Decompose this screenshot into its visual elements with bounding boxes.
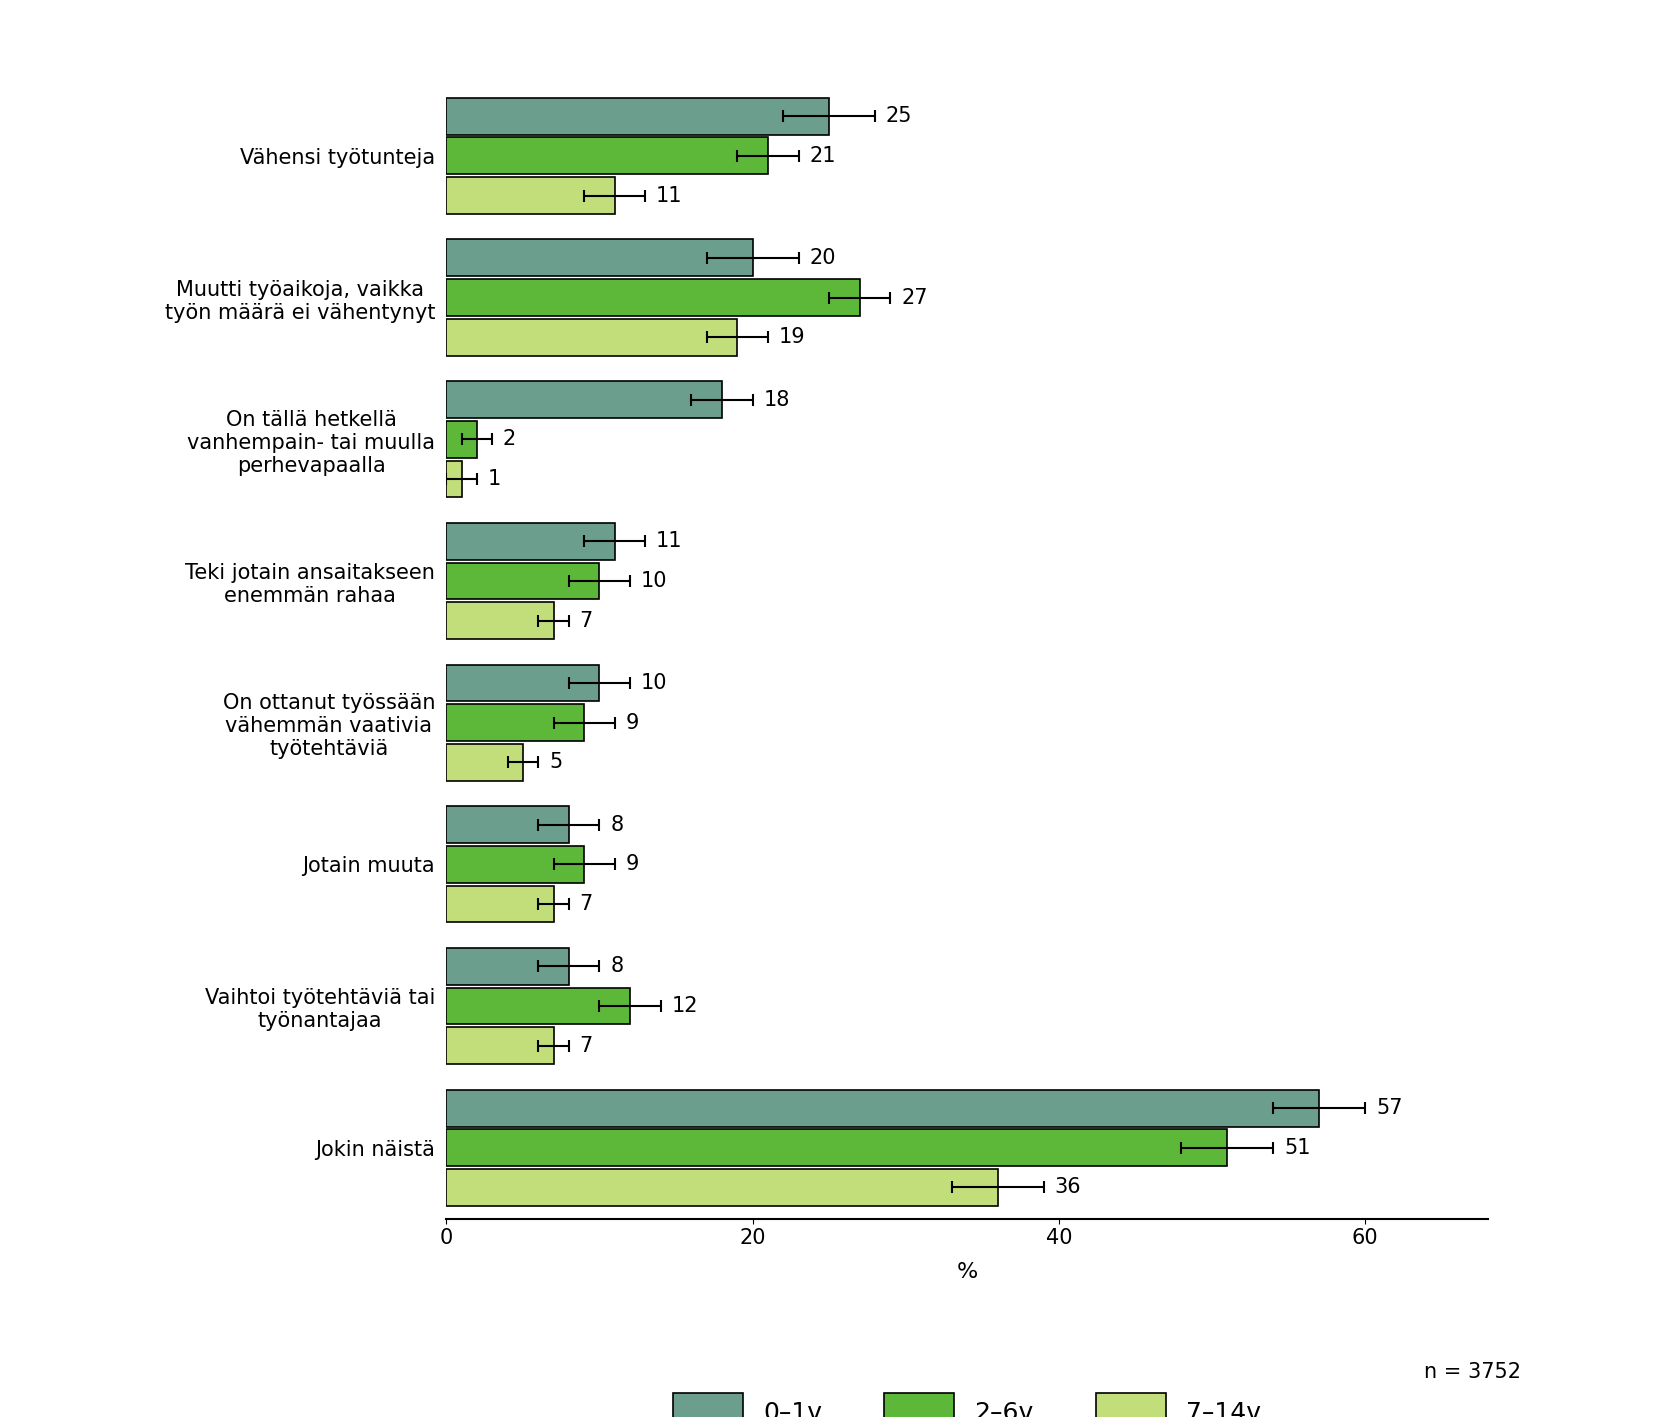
Text: 25: 25 <box>886 106 912 126</box>
Text: 11: 11 <box>656 186 683 205</box>
Text: 36: 36 <box>1055 1178 1081 1197</box>
Bar <box>446 665 600 701</box>
Bar <box>446 948 569 985</box>
Text: 8: 8 <box>610 956 623 976</box>
X-axis label: %: % <box>957 1263 977 1282</box>
Bar <box>446 239 752 276</box>
Bar <box>446 137 769 174</box>
Text: 10: 10 <box>641 571 668 591</box>
Text: 57: 57 <box>1375 1098 1402 1118</box>
Text: 18: 18 <box>764 390 790 410</box>
Bar <box>446 602 554 639</box>
Bar <box>446 177 615 214</box>
Text: 7: 7 <box>580 894 593 914</box>
Bar <box>446 846 584 883</box>
Bar <box>446 421 478 458</box>
Text: 20: 20 <box>810 248 836 268</box>
Bar <box>446 1169 998 1206</box>
Bar <box>446 1129 1228 1166</box>
Bar <box>446 279 860 316</box>
Bar <box>446 806 569 843</box>
Text: 21: 21 <box>810 146 836 166</box>
Text: 9: 9 <box>625 854 638 874</box>
Text: 1: 1 <box>488 469 501 489</box>
Text: 19: 19 <box>779 327 805 347</box>
Text: 12: 12 <box>671 996 698 1016</box>
Bar <box>446 461 461 497</box>
Bar <box>446 1090 1319 1127</box>
Bar <box>446 744 522 781</box>
Text: n = 3752: n = 3752 <box>1423 1362 1521 1382</box>
Bar <box>446 1027 554 1064</box>
Bar <box>446 523 615 560</box>
Text: 11: 11 <box>656 531 683 551</box>
Text: 10: 10 <box>641 673 668 693</box>
Text: 9: 9 <box>625 713 638 733</box>
Text: 5: 5 <box>549 752 562 772</box>
Text: 27: 27 <box>901 288 927 307</box>
Bar <box>446 319 737 356</box>
Bar <box>446 704 584 741</box>
Bar <box>446 886 554 922</box>
Legend: 0–1v, 2–6v, 7–14v: 0–1v, 2–6v, 7–14v <box>663 1383 1271 1417</box>
Text: 7: 7 <box>580 611 593 631</box>
Bar <box>446 381 722 418</box>
Text: 51: 51 <box>1284 1138 1311 1158</box>
Text: 8: 8 <box>610 815 623 835</box>
Bar <box>446 563 600 599</box>
Bar <box>446 988 630 1024</box>
Text: 7: 7 <box>580 1036 593 1056</box>
Bar <box>446 98 830 135</box>
Text: 2: 2 <box>503 429 516 449</box>
